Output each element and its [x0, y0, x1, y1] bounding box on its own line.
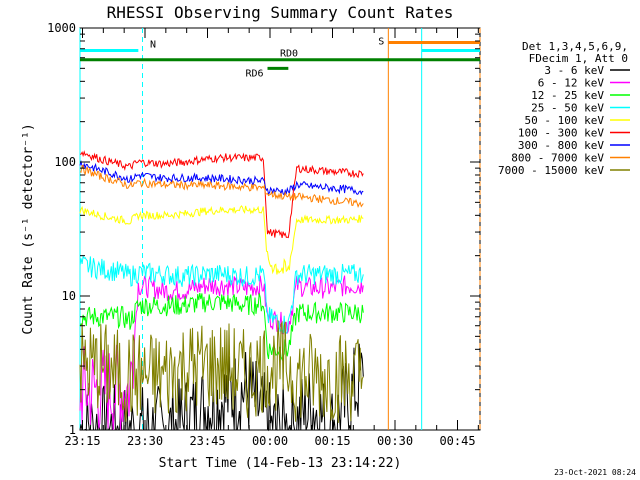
legend-label-0: 3 - 6 keV: [544, 64, 604, 77]
x-tick-label-5: 00:30: [377, 434, 413, 448]
series-line-4: [79, 205, 364, 275]
vertical-markers: [79, 28, 481, 430]
data-series: [79, 150, 364, 432]
flag-label-0: N: [150, 39, 156, 50]
legend-header-0: Det 1,3,4,5,6,9,: [522, 40, 628, 53]
x-axis-label: Start Time (14-Feb-13 23:14:22): [159, 456, 402, 471]
y-tick-label-1: 10: [62, 289, 76, 303]
legend-label-4: 50 - 100 keV: [525, 114, 605, 127]
generation-timestamp: 23-Oct-2021 08:24: [554, 468, 636, 477]
flag-bars: N S RD0 RD6: [80, 36, 480, 79]
x-tick-label-0: 23:15: [64, 434, 100, 448]
chart-title: RHESSI Observing Summary Count Rates: [107, 3, 454, 22]
x-tick-label-3: 00:00: [252, 434, 288, 448]
legend-label-1: 6 - 12 keV: [538, 77, 605, 90]
series-line-1: [79, 275, 364, 431]
series-line-8: [79, 320, 364, 423]
legend-header-1: FDecim 1, Att 0: [529, 52, 628, 65]
legend-label-6: 300 - 800 keV: [518, 139, 604, 152]
legend-label-8: 7000 - 15000 keV: [498, 164, 604, 177]
flag-label-3: RD0: [280, 49, 298, 60]
y-axis-label: Count Rate (s⁻¹ detector⁻¹): [21, 123, 36, 334]
series-line-7: [79, 164, 364, 208]
series-line-5: [79, 150, 364, 239]
flag-label-2: S: [378, 36, 384, 47]
y-axis: 1 10 100 1000: [47, 21, 480, 437]
y-tick-label-2: 100: [54, 155, 76, 169]
legend-label-7: 800 - 7000 keV: [511, 152, 604, 165]
y-tick-label-3: 1000: [47, 21, 76, 35]
legend-label-5: 100 - 300 keV: [518, 127, 604, 140]
legend-label-3: 25 - 50 keV: [531, 102, 604, 115]
legend: Det 1,3,4,5,6,9,FDecim 1, Att 03 - 6 keV…: [498, 40, 630, 177]
x-tick-label-2: 23:45: [189, 434, 225, 448]
x-tick-label-4: 00:15: [314, 434, 350, 448]
y-tick-label-0: 1: [69, 423, 76, 437]
x-axis: 23:15 23:30 23:45 00:00 00:15 00:30 00:45: [64, 28, 479, 448]
legend-label-2: 12 - 25 keV: [531, 89, 604, 102]
x-tick-label-6: 00:45: [439, 434, 475, 448]
series-line-6: [79, 159, 364, 196]
x-tick-label-1: 23:30: [127, 434, 163, 448]
series-line-2: [79, 292, 364, 362]
series-line-3: [79, 254, 364, 334]
flag-label-4: RD6: [245, 68, 263, 79]
